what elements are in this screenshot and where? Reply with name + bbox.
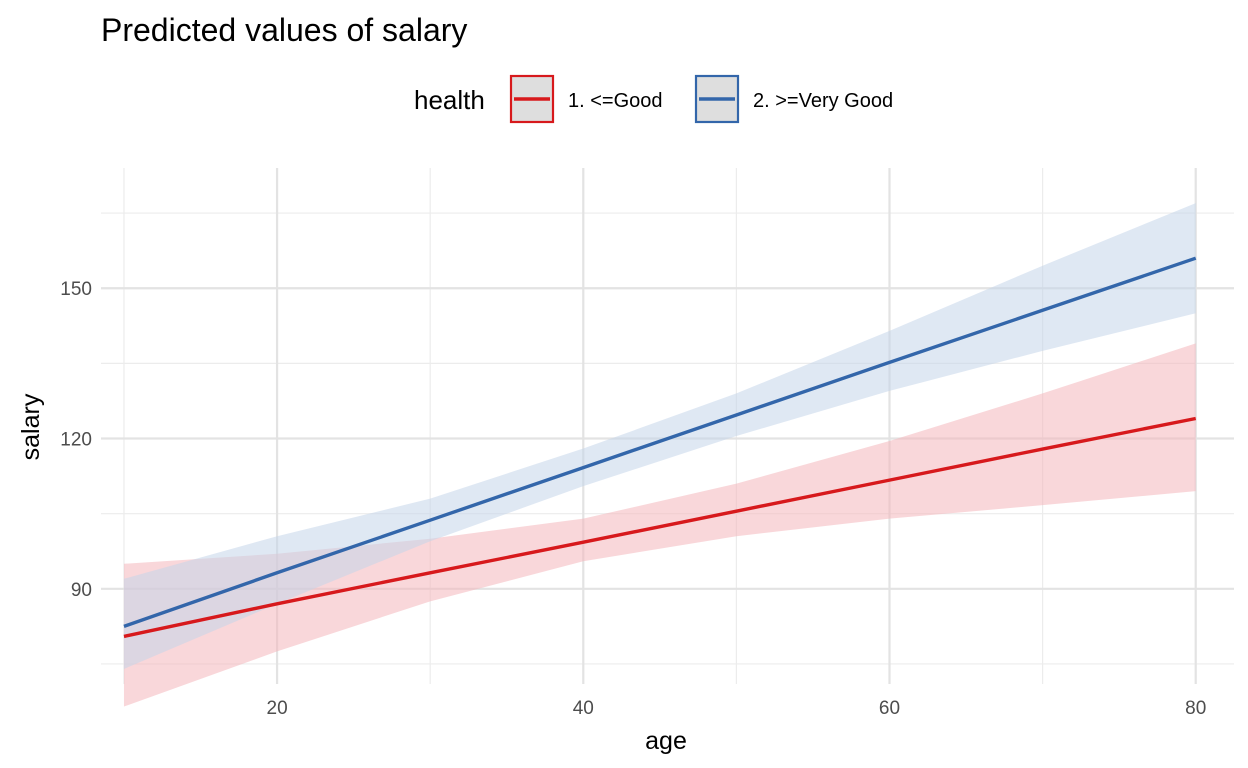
- y-axis-title: salary: [17, 393, 45, 460]
- y-tick-label: 90: [71, 580, 92, 601]
- x-axis-title: age: [645, 727, 687, 755]
- x-tick-label: 20: [267, 698, 288, 719]
- confidence-band-2: [123, 203, 1196, 669]
- x-tick-label: 80: [1185, 698, 1206, 719]
- x-tick-label: 60: [879, 698, 900, 719]
- y-tick-label: 150: [60, 279, 92, 300]
- series-line-1: [123, 416, 1197, 639]
- confidence-bands: [123, 203, 1196, 707]
- y-tick-label: 120: [60, 430, 92, 451]
- series-lines: [123, 256, 1197, 639]
- legend-item-1: 1. <=Good: [509, 74, 663, 124]
- x-tick-label: 40: [573, 698, 594, 719]
- x-axis-ticks: 20 40 60 80: [267, 698, 1207, 719]
- confidence-band-1: [123, 343, 1196, 707]
- series-line-2: [123, 256, 1197, 628]
- legend-item-2: 2. >=Very Good: [694, 74, 893, 124]
- legend-title: health: [414, 85, 485, 115]
- legend-label: 2. >=Very Good: [753, 90, 893, 112]
- y-axis-ticks: 90 120 150: [60, 279, 92, 601]
- chart-title: Predicted values of salary: [101, 12, 467, 48]
- legend-label: 1. <=Good: [568, 90, 663, 112]
- legend-items: 1. <=Good 2. >=Very Good: [509, 74, 893, 124]
- legend: health 1. <=Good 2. >=Very Good: [414, 74, 893, 124]
